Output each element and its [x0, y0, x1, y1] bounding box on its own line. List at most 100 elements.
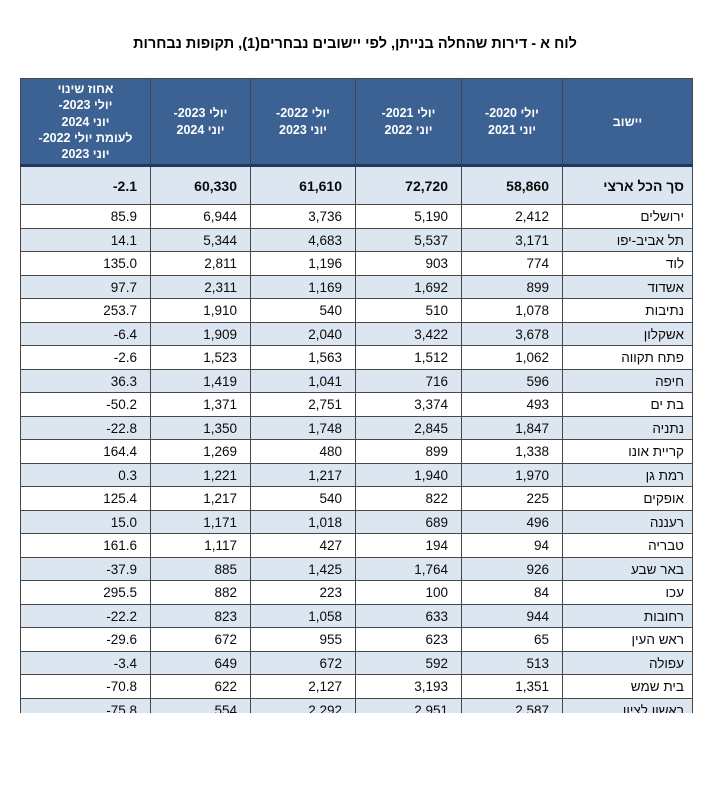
cell-jul2021-jun2022: 3,193	[355, 674, 462, 699]
table-row-20: בית שמש 1,351 3,193 2,127 622 -70.8	[20, 674, 693, 699]
cell-jul2020-jun2021: 944	[461, 603, 563, 629]
cell-jul2022-jun2023: 1,196	[250, 251, 356, 276]
cell-jul2022-jun2023: 2,040	[250, 321, 356, 347]
cell-locality: קריית אונו	[562, 439, 693, 464]
cell-jul2022-jun2023: 61,610	[250, 165, 356, 206]
table-row-16: עכו 84 100 223 882 295.5	[20, 580, 693, 605]
column-header-jul2020-jun2021: יולי 2020- יוני 2021	[461, 78, 563, 168]
cell-jul2020-jun2021: 2,587	[461, 697, 563, 713]
table-row-21: ראשון לציון 2,587 2,951 2,292 554 -75.8	[20, 697, 693, 713]
cell-jul2022-jun2023: 480	[250, 439, 356, 464]
cell-jul2020-jun2021: 596	[461, 368, 563, 394]
cell-jul2020-jun2021: 493	[461, 392, 563, 417]
cell-jul2022-jun2023: 2,127	[250, 674, 356, 699]
table-row-4: נתיבות 1,078 510 540 1,910 253.7	[20, 298, 693, 323]
cell-jul2021-jun2022: 899	[355, 439, 462, 464]
cell-jul2021-jun2022: 72,720	[355, 165, 462, 206]
cell-locality: סך הכל ארצי	[562, 165, 693, 206]
cell-jul2020-jun2021: 84	[461, 580, 563, 605]
cell-jul2022-jun2023: 427	[250, 533, 356, 558]
table-row-8: בת ים 493 3,374 2,751 1,371 -50.2	[20, 392, 693, 417]
header-row: יישוב יולי 2020- יוני 2021 יולי 2021- יוני…	[20, 78, 693, 168]
cell-locality: ראש העין	[562, 627, 693, 652]
cell-pct-change: -3.4	[20, 650, 151, 676]
cell-locality: אופקים	[562, 486, 693, 511]
cell-pct-change: -75.8	[20, 697, 151, 713]
cell-jul2020-jun2021: 926	[461, 556, 563, 582]
cell-pct-change: -70.8	[20, 674, 151, 699]
table-body: סך הכל ארצי 58,860 72,720 61,610 60,330 -2.1 י…	[20, 165, 693, 713]
cell-jul2020-jun2021: 513	[461, 650, 563, 676]
cell-jul2022-jun2023: 1,058	[250, 603, 356, 629]
cell-jul2023-jun2024: 2,811	[150, 251, 251, 276]
cell-jul2023-jun2024: 672	[150, 627, 251, 652]
table-row-2: לוד 774 903 1,196 2,811 135.0	[20, 251, 693, 276]
table-row-11: רמת גן 1,970 1,940 1,217 1,221 0.3	[20, 462, 693, 488]
cell-jul2022-jun2023: 2,751	[250, 392, 356, 417]
table-row-0: ירושלים 2,412 5,190 3,736 6,944 85.9	[20, 204, 693, 229]
cell-jul2020-jun2021: 496	[461, 509, 563, 535]
cell-jul2020-jun2021: 58,860	[461, 165, 563, 206]
cell-pct-change: -22.2	[20, 603, 151, 629]
cell-jul2021-jun2022: 5,190	[355, 204, 462, 229]
cell-jul2023-jun2024: 1,350	[150, 415, 251, 441]
cell-jul2023-jun2024: 1,269	[150, 439, 251, 464]
cell-jul2023-jun2024: 882	[150, 580, 251, 605]
cell-jul2021-jun2022: 716	[355, 368, 462, 394]
cell-jul2021-jun2022: 100	[355, 580, 462, 605]
cell-pct-change: 15.0	[20, 509, 151, 535]
cell-jul2023-jun2024: 649	[150, 650, 251, 676]
cell-jul2021-jun2022: 3,374	[355, 392, 462, 417]
cell-jul2023-jun2024: 1,217	[150, 486, 251, 511]
cell-jul2020-jun2021: 1,351	[461, 674, 563, 699]
column-header-jul2023-jun2024: יולי 2023- יוני 2024	[150, 78, 251, 168]
cell-jul2023-jun2024: 1,371	[150, 392, 251, 417]
cell-jul2023-jun2024: 1,909	[150, 321, 251, 347]
cell-jul2021-jun2022: 194	[355, 533, 462, 558]
cell-jul2022-jun2023: 1,563	[250, 345, 356, 370]
data-table: יישוב יולי 2020- יוני 2021 יולי 2021- יוני…	[20, 78, 693, 713]
cell-jul2020-jun2021: 899	[461, 274, 563, 300]
cell-locality: עכו	[562, 580, 693, 605]
cell-jul2021-jun2022: 510	[355, 298, 462, 323]
cell-jul2020-jun2021: 65	[461, 627, 563, 652]
cell-jul2021-jun2022: 2,951	[355, 697, 462, 713]
cell-jul2022-jun2023: 540	[250, 486, 356, 511]
cell-locality: רמת גן	[562, 462, 693, 488]
cell-pct-change: 125.4	[20, 486, 151, 511]
cell-locality: נתיבות	[562, 298, 693, 323]
cell-pct-change: 14.1	[20, 227, 151, 253]
cell-locality: תל אביב-יפו	[562, 227, 693, 253]
table-row-7: חיפה 596 716 1,041 1,419 36.3	[20, 368, 693, 394]
cell-locality: טבריה	[562, 533, 693, 558]
cell-pct-change: 97.7	[20, 274, 151, 300]
cell-locality: באר שבע	[562, 556, 693, 582]
cell-jul2021-jun2022: 1,512	[355, 345, 462, 370]
cell-jul2023-jun2024: 60,330	[150, 165, 251, 206]
column-header-pct-change: אחוז שינוי יולי 2023- יוני 2024 לעומת יו…	[20, 78, 151, 168]
cell-jul2023-jun2024: 554	[150, 697, 251, 713]
cell-jul2023-jun2024: 885	[150, 556, 251, 582]
cell-jul2021-jun2022: 592	[355, 650, 462, 676]
cell-jul2020-jun2021: 94	[461, 533, 563, 558]
table-row-10: קריית אונו 1,338 899 480 1,269 164.4	[20, 439, 693, 464]
table-row-9: נתניה 1,847 2,845 1,748 1,350 -22.8	[20, 415, 693, 441]
cell-pct-change: 295.5	[20, 580, 151, 605]
cell-jul2022-jun2023: 3,736	[250, 204, 356, 229]
cell-jul2022-jun2023: 540	[250, 298, 356, 323]
cell-locality: רעננה	[562, 509, 693, 535]
cell-pct-change: 36.3	[20, 368, 151, 394]
cell-pct-change: -29.6	[20, 627, 151, 652]
cell-jul2020-jun2021: 1,847	[461, 415, 563, 441]
cell-jul2022-jun2023: 2,292	[250, 697, 356, 713]
cell-jul2021-jun2022: 633	[355, 603, 462, 629]
cell-locality: לוד	[562, 251, 693, 276]
cell-jul2020-jun2021: 3,678	[461, 321, 563, 347]
cell-locality: אשדוד	[562, 274, 693, 300]
cell-pct-change: 164.4	[20, 439, 151, 464]
table-row-14: טבריה 94 194 427 1,117 161.6	[20, 533, 693, 558]
cell-jul2020-jun2021: 225	[461, 486, 563, 511]
table-container: יישוב יולי 2020- יוני 2021 יולי 2021- יוני…	[20, 78, 693, 713]
cell-locality: חיפה	[562, 368, 693, 394]
cell-locality: בת ים	[562, 392, 693, 417]
